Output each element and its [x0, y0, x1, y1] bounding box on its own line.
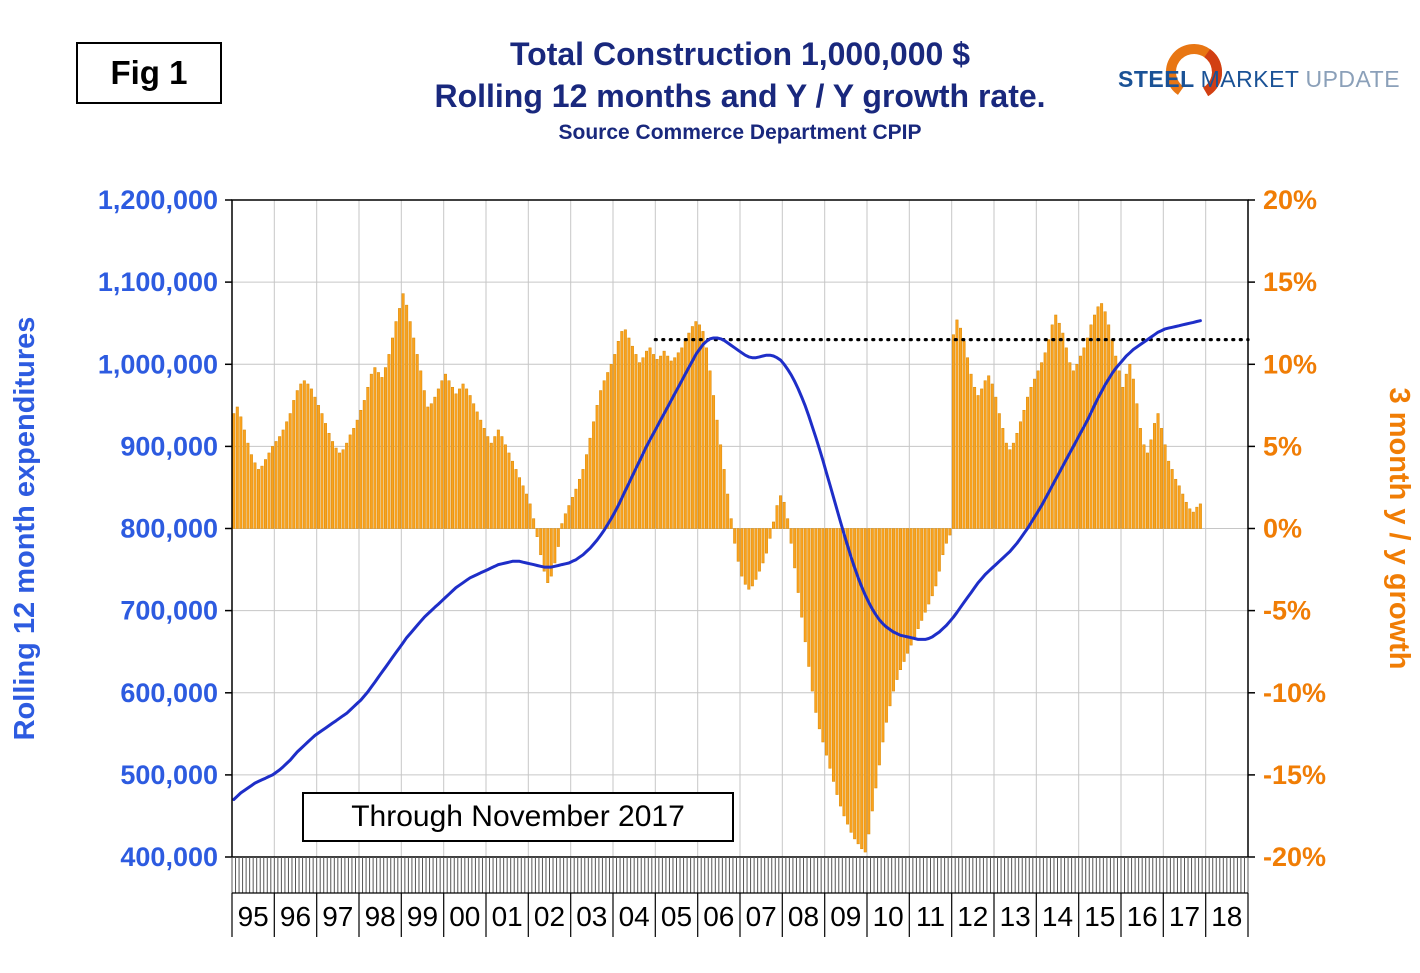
svg-text:99: 99 [407, 901, 438, 932]
svg-text:16: 16 [1127, 901, 1158, 932]
figure-label: Fig 1 [110, 54, 188, 91]
svg-text:700,000: 700,000 [120, 596, 218, 626]
svg-text:15: 15 [1084, 901, 1115, 932]
annotation-text: Through November 2017 [351, 800, 685, 833]
svg-text:15%: 15% [1263, 267, 1317, 297]
logo-word-steel: STEEL [1118, 66, 1195, 92]
svg-text:1,100,000: 1,100,000 [98, 267, 218, 297]
svg-text:08: 08 [788, 901, 819, 932]
right-axis-labels: 20% 15% 10% 5% 0% -5% -10% -15% -20% [1248, 185, 1326, 872]
svg-text:11: 11 [916, 901, 945, 932]
svg-text:17: 17 [1169, 901, 1200, 932]
svg-text:97: 97 [322, 901, 353, 932]
chart-title-line1: Total Construction 1,000,000 $ [510, 36, 970, 72]
svg-text:18: 18 [1211, 901, 1242, 932]
svg-text:06: 06 [703, 901, 734, 932]
annotation-box: Through November 2017 [302, 792, 734, 842]
grid-group [232, 200, 1248, 857]
svg-text:0%: 0% [1263, 514, 1302, 544]
svg-text:00: 00 [449, 901, 480, 932]
svg-text:-10%: -10% [1263, 678, 1326, 708]
chart-source: Source Commerce Department CPIP [558, 121, 922, 145]
svg-text:98: 98 [365, 901, 396, 932]
chart-title-line2: Rolling 12 months and Y / Y growth rate. [434, 77, 1046, 114]
logo-swoosh-icon [1166, 44, 1222, 100]
svg-text:800,000: 800,000 [120, 514, 218, 544]
x-axis-labels: 95 96 97 98 99 00 01 02 03 04 05 06 07 08 09 10 11 12 13 14… [231, 893, 1249, 937]
svg-text:12: 12 [957, 901, 988, 932]
figure-label-box: Fig 1 [76, 42, 222, 104]
line-series [232, 319, 1202, 801]
chart-header: Total Construction 1,000,000 $ Rolling 1… [240, 34, 1240, 145]
svg-text:1,000,000: 1,000,000 [98, 349, 218, 379]
bars-group [232, 293, 1202, 853]
left-axis-labels: 1,200,000 1,100,000 1,000,000 900,000 800,00… [98, 185, 232, 872]
smu-logo: STEEL MARKET UPDATE [1118, 40, 1400, 114]
svg-text:07: 07 [746, 901, 777, 932]
svg-text:01: 01 [492, 901, 523, 932]
svg-text:1,200,000: 1,200,000 [98, 185, 218, 215]
svg-text:600,000: 600,000 [120, 678, 218, 708]
svg-text:5%: 5% [1263, 431, 1302, 461]
logo-word-market: MARKET [1200, 66, 1300, 92]
svg-text:04: 04 [619, 901, 650, 932]
hatch-band [231, 857, 1249, 894]
svg-text:95: 95 [238, 901, 269, 932]
svg-text:96: 96 [280, 901, 311, 932]
svg-text:13: 13 [1000, 901, 1031, 932]
svg-text:400,000: 400,000 [120, 842, 218, 872]
svg-text:14: 14 [1042, 901, 1073, 932]
axis-titles: Rolling 12 month expenditures 3 month y /… [9, 317, 1415, 741]
svg-text:-20%: -20% [1263, 842, 1326, 872]
svg-text:-15%: -15% [1263, 760, 1326, 790]
svg-text:05: 05 [661, 901, 692, 932]
svg-text:10: 10 [873, 901, 904, 932]
svg-text:Rolling 12 month expenditures: Rolling 12 month expenditures [9, 317, 41, 741]
logo-wordmark: STEEL MARKET UPDATE [1118, 66, 1400, 93]
svg-text:900,000: 900,000 [120, 431, 218, 461]
svg-text:-5%: -5% [1263, 596, 1311, 626]
svg-text:10%: 10% [1263, 349, 1317, 379]
svg-text:500,000: 500,000 [120, 760, 218, 790]
svg-text:20%: 20% [1263, 185, 1317, 215]
svg-text:02: 02 [534, 901, 565, 932]
svg-text:03: 03 [576, 901, 607, 932]
svg-text:3 month y / y growth: 3 month y / y growth [1383, 388, 1415, 670]
logo-word-update: UPDATE [1305, 66, 1401, 92]
svg-text:09: 09 [830, 901, 861, 932]
